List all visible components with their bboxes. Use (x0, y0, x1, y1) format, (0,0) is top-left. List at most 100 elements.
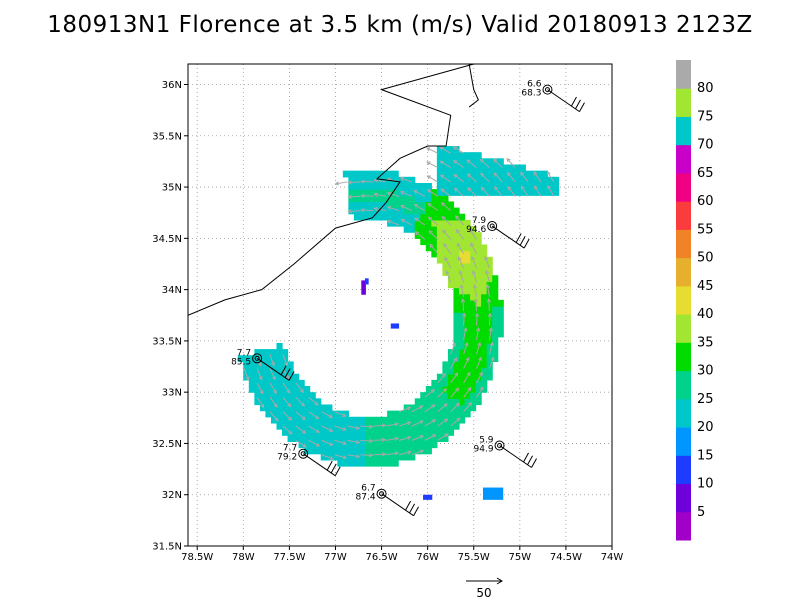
wind-cell (464, 219, 471, 227)
wind-vector-head (493, 158, 498, 163)
wind-cell (304, 429, 311, 436)
wind-cell (470, 398, 477, 406)
wind-cell (492, 281, 499, 289)
wind-cell (486, 367, 493, 375)
wind-vector-head (480, 186, 485, 191)
wind-cell (309, 429, 316, 436)
wind-vector (493, 172, 503, 183)
wind-cell (259, 361, 267, 369)
wind-vector (348, 210, 361, 213)
wind-cell (414, 207, 421, 215)
wind-cell (381, 422, 388, 430)
wind-vector-head (257, 362, 262, 367)
colorbar-label: 70 (697, 138, 714, 153)
wind-cell (458, 379, 466, 387)
wind-cell (442, 201, 449, 209)
wind-cell (370, 182, 377, 190)
wind-cell (514, 176, 521, 184)
wind-cell (470, 287, 477, 295)
wind-cell (481, 373, 488, 381)
wind-vector (387, 192, 400, 197)
wind-cell (519, 176, 526, 184)
wind-cell (364, 207, 372, 215)
wind-cell (304, 386, 311, 393)
wind-cell (508, 176, 515, 184)
wind-cell (270, 404, 278, 412)
wind-cell (497, 299, 504, 307)
wind-vector-head (427, 203, 432, 207)
wind-cell (458, 410, 466, 418)
x-tick-label: 78.5W (181, 552, 213, 563)
wind-cell (237, 355, 244, 363)
wind-cell (420, 429, 427, 436)
wind-vector-head (454, 372, 459, 377)
wind-cell (519, 189, 526, 196)
wind-cell (315, 447, 322, 455)
wind-cell (403, 226, 410, 233)
wind-cell (442, 170, 449, 178)
wind-cell (398, 422, 405, 430)
wind-vector (295, 396, 305, 407)
wind-cell (320, 429, 327, 436)
wind-cell (447, 410, 455, 418)
wind-vector-head (439, 146, 444, 151)
observation-marker (252, 353, 263, 364)
wind-vector-head (443, 243, 448, 248)
wind-cell (442, 146, 449, 153)
wind-vector (347, 439, 360, 444)
wind-cell (348, 447, 355, 455)
wind-vectors (243, 146, 555, 460)
wind-vector-head (426, 175, 431, 180)
wind-vector-head (547, 185, 552, 190)
y-tick-label: 35N (162, 183, 182, 194)
wind-vector-head (466, 173, 472, 178)
wind-vector (348, 181, 361, 184)
wind-cell (254, 398, 261, 406)
wind-cell (458, 367, 466, 375)
wind-cell (392, 182, 399, 190)
wind-vector-head (444, 433, 449, 438)
wind-cell (398, 195, 405, 203)
wind-vector (308, 439, 320, 447)
wind-cell (353, 213, 361, 221)
wind-cell (376, 201, 383, 209)
wind-cell (298, 398, 305, 406)
wind-cell (481, 361, 488, 369)
wind-cell (359, 441, 366, 449)
wind-vector (269, 411, 279, 422)
wind-vector (411, 450, 424, 456)
wind-cell (265, 398, 272, 406)
wind-cell (293, 416, 300, 424)
wind-cell (470, 324, 477, 332)
wind-cell (392, 176, 399, 184)
wind-vector-head (301, 429, 307, 434)
wind-cell (464, 398, 471, 406)
wind-cell (442, 256, 449, 264)
wind-vector (520, 172, 529, 183)
wind-cell (453, 164, 460, 172)
wind-cell (458, 269, 466, 276)
wind-cell (481, 355, 488, 363)
wind-cell (287, 435, 294, 442)
wind-vector (444, 257, 452, 269)
wind-cell (392, 447, 399, 455)
wind-cell (298, 429, 305, 436)
wind-cell (519, 170, 526, 178)
wind-cell (475, 287, 482, 295)
wind-vector-head (479, 386, 484, 391)
wind-cell (486, 293, 493, 301)
wind-vector-head (494, 186, 499, 191)
wind-vector-head (381, 437, 387, 443)
wind-cell (270, 379, 278, 387)
wind-cell (525, 182, 532, 190)
wind-vector (282, 425, 293, 435)
wind-vector (476, 357, 482, 369)
wind-cell (243, 367, 250, 375)
wind-cell (298, 404, 305, 412)
wind-cell (315, 404, 322, 412)
wind-cell (398, 429, 405, 436)
wind-cell (276, 392, 283, 399)
wind-cell (425, 182, 432, 190)
wind-cell (425, 447, 432, 455)
wind-cell (431, 195, 438, 203)
